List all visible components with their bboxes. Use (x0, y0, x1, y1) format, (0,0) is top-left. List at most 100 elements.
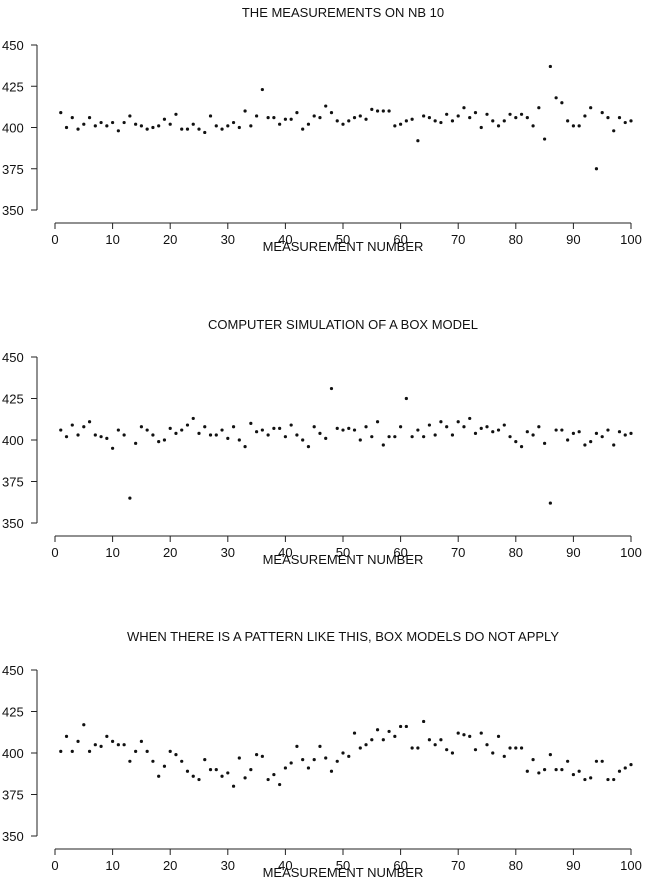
data-point (295, 744, 299, 748)
data-point (208, 114, 213, 118)
data-point (231, 425, 236, 429)
data-point (278, 426, 282, 430)
x-axis-label: MEASUREMENT NUMBER (263, 865, 424, 880)
data-point (157, 440, 161, 444)
data-point (473, 748, 478, 752)
data-point (462, 106, 466, 110)
data-point (266, 116, 270, 120)
data-point (139, 425, 143, 429)
data-point (324, 104, 328, 108)
y-tick-label: 375 (2, 788, 24, 803)
data-point (537, 425, 541, 429)
data-point (329, 386, 334, 391)
data-point (128, 759, 132, 763)
data-point (168, 749, 172, 753)
data-point (571, 124, 576, 128)
data-point (612, 443, 616, 447)
data-point (237, 125, 241, 130)
data-point (450, 751, 455, 755)
x-axis-label: MEASUREMENT NUMBER (263, 239, 424, 254)
data-point (566, 119, 570, 123)
data-point (283, 435, 287, 439)
data-point (76, 739, 80, 743)
data-point (99, 435, 103, 439)
data-point (606, 116, 610, 120)
data-point (197, 431, 201, 435)
data-point (404, 724, 408, 729)
data-point (214, 433, 218, 437)
data-point (427, 116, 431, 120)
data-point (180, 127, 184, 131)
data-point (122, 743, 126, 747)
data-point (439, 120, 443, 125)
x-tick-label: 80 (509, 545, 523, 560)
data-point (203, 758, 207, 762)
data-point (399, 122, 403, 126)
data-point (185, 423, 190, 427)
data-point (594, 431, 599, 435)
y-tick-label: 400 (2, 746, 24, 761)
x-tick-label: 50 (336, 545, 350, 560)
data-point (76, 127, 80, 131)
data-point (266, 777, 270, 782)
chart-title: COMPUTER SIMULATION OF A BOX MODEL (208, 317, 478, 332)
data-point (439, 738, 443, 742)
data-point (306, 445, 311, 449)
data-point (393, 734, 397, 739)
data-point (473, 111, 478, 115)
data-point (278, 782, 282, 787)
data-point (525, 116, 529, 120)
data-point (462, 425, 466, 429)
data-point (116, 129, 120, 133)
x-tick-label: 70 (451, 858, 465, 873)
y-tick-label: 350 (2, 516, 24, 531)
data-point (617, 116, 622, 120)
data-point (410, 117, 414, 121)
data-point (496, 428, 501, 432)
x-tick-label: 60 (393, 545, 407, 560)
data-point (306, 122, 311, 126)
x-tick-label: 30 (221, 858, 235, 873)
data-point (76, 433, 80, 437)
data-point (318, 116, 322, 120)
data-point (295, 111, 299, 115)
x-tick-label: 40 (278, 232, 292, 247)
data-point (571, 772, 576, 777)
data-point (231, 120, 236, 125)
data-point (548, 753, 552, 757)
data-point (105, 124, 109, 128)
data-point (260, 754, 264, 758)
data-point (612, 129, 616, 133)
data-point (508, 746, 512, 750)
x-tick-label: 90 (566, 232, 580, 247)
data-point (393, 435, 397, 439)
x-tick-label: 0 (51, 858, 58, 873)
data-point (629, 431, 633, 435)
data-point (255, 753, 259, 757)
data-point (583, 114, 587, 118)
data-point (214, 768, 218, 772)
data-point (301, 438, 305, 442)
y-tick-label: 350 (2, 829, 24, 844)
data-point (531, 433, 535, 437)
data-point (162, 764, 167, 768)
data-point (162, 438, 167, 442)
data-point (456, 114, 460, 118)
data-point (537, 771, 541, 775)
data-point (341, 428, 345, 432)
data-point (318, 744, 322, 748)
data-point (375, 109, 380, 113)
data-point (145, 749, 149, 753)
data-point (122, 433, 126, 437)
data-point (64, 125, 69, 130)
data-point (514, 116, 518, 120)
data-point (416, 428, 420, 432)
data-point (491, 430, 495, 434)
data-point (514, 746, 518, 750)
x-tick-label: 50 (336, 232, 350, 247)
data-point (145, 127, 149, 131)
x-tick-label: 0 (51, 232, 58, 247)
data-point (548, 64, 552, 69)
data-point (93, 743, 97, 747)
data-point (433, 433, 437, 437)
